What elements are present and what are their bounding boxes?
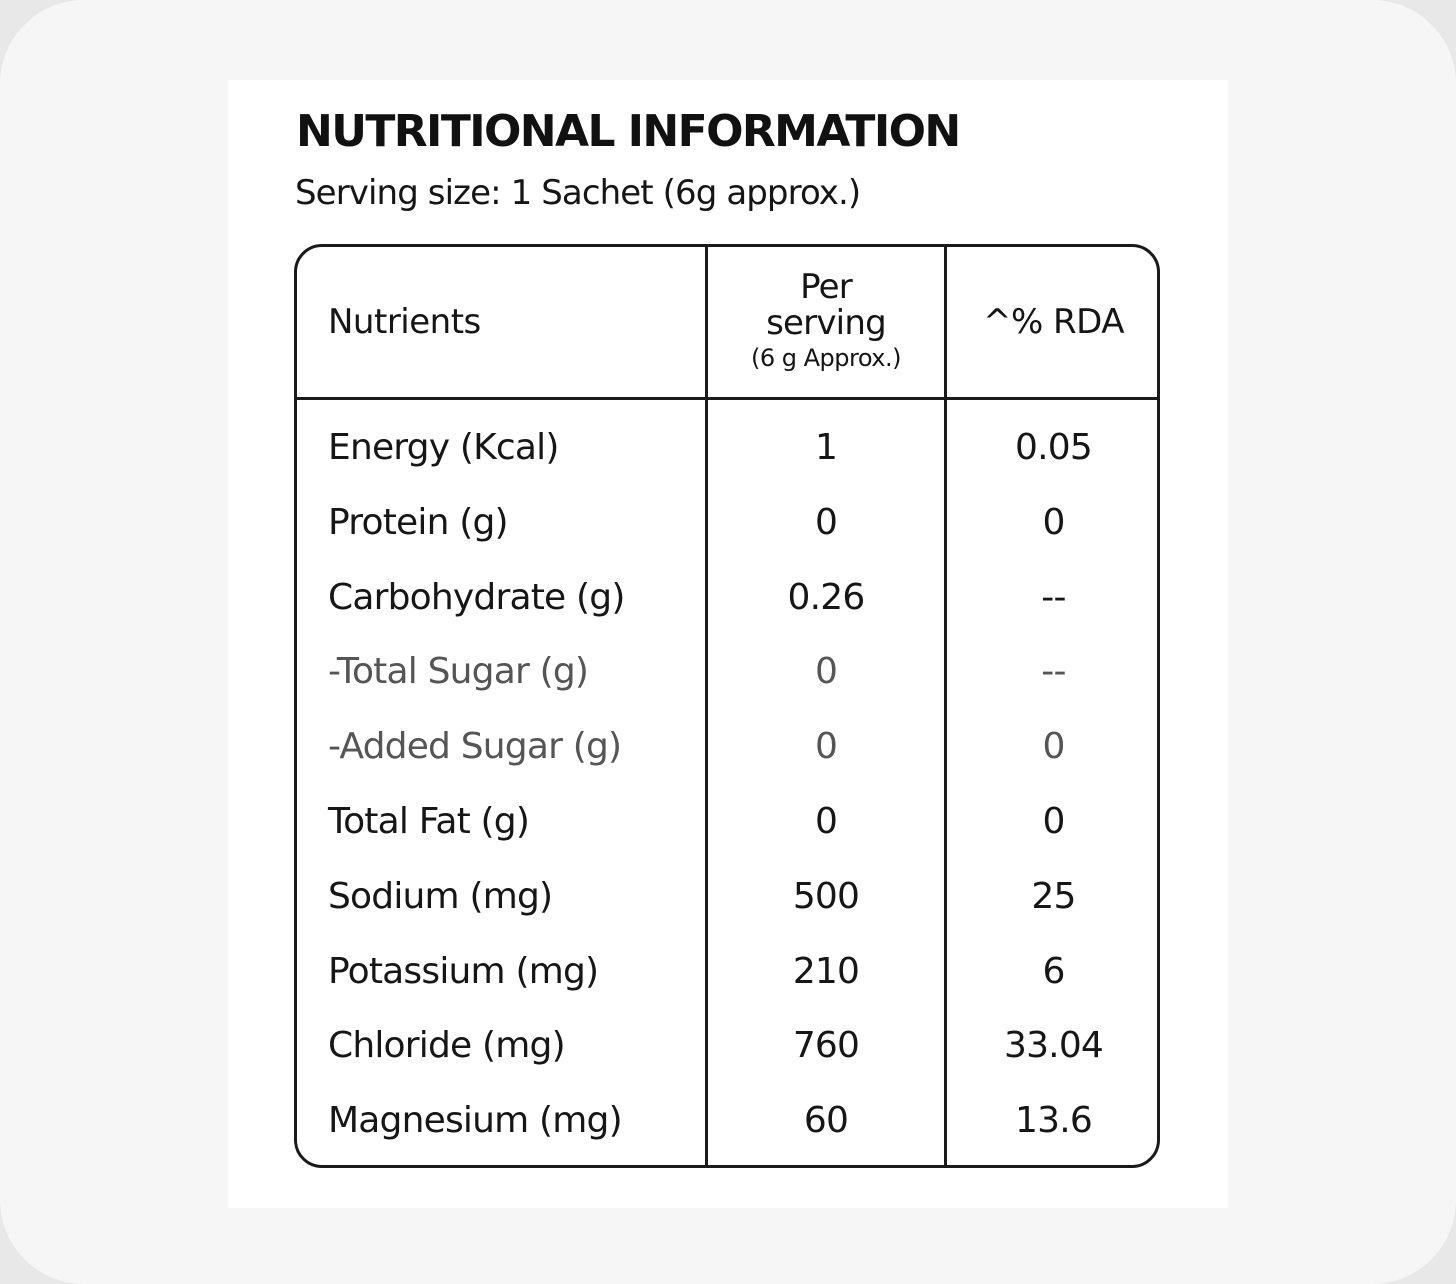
rda-value: 0.05 [1015,427,1093,468]
header-nutrients: Nutrients [328,302,481,342]
table-row: Potassium (mg) 210 6 [297,935,1157,1010]
rda-value: 0 [1042,501,1065,543]
per-serving-value: 0 [814,726,838,768]
table-row: Chloride (mg) 760 33.04 [297,1009,1157,1084]
table-row: Total Fat (g) 0 0 [297,785,1157,860]
column-divider [705,247,708,1165]
nutrient-name: Potassium (mg) [328,950,599,992]
nutrient-name: -Added Sugar (g) [328,726,622,768]
rda-value: 0 [1042,726,1065,768]
table-row: Carbohydrate (g) 0.26 -- [297,561,1157,636]
label-title: NUTRITIONAL INFORMATION [296,106,961,157]
nutrient-name: -Total Sugar (g) [328,651,589,693]
per-serving-value: 0 [814,651,838,693]
table-body: Energy (Kcal) 1 0.05 Protein (g) 0 0 Car… [297,411,1157,1159]
rda-value: 6 [1042,950,1065,992]
nutrient-name: Magnesium (mg) [328,1100,623,1142]
rda-value: -- [1041,651,1066,693]
nutrient-name: Protein (g) [328,501,509,543]
table-row: Sodium (mg) 500 25 [297,860,1157,935]
rda-value: -- [1041,576,1066,618]
rda-value: 0 [1042,800,1065,842]
header-per-line2: serving [766,303,887,343]
column-divider [944,247,947,1165]
header-rda: ^% RDA [982,302,1125,342]
header-per-line1: Per [800,267,853,307]
nutrient-name: Total Fat (g) [328,800,530,842]
per-serving-value: 500 [792,875,860,917]
nutrient-name: Carbohydrate (g) [328,576,625,618]
header-per-serving: Per serving (6 g Approx.) [708,247,944,397]
rda-value: 33.04 [1003,1025,1104,1067]
nutrition-label: NUTRITIONAL INFORMATION Serving size: 1 … [228,80,1228,1208]
table-row: Protein (g) 0 0 [297,486,1157,561]
table-row: Energy (Kcal) 1 0.05 [297,411,1157,486]
nutrient-name: Chloride (mg) [328,1025,566,1067]
per-serving-value: 0 [814,501,838,543]
per-serving-value: 1 [814,427,838,468]
per-serving-value: 0 [814,800,838,842]
per-serving-value: 0.26 [787,576,866,618]
per-serving-value: 760 [792,1025,860,1067]
per-serving-value: 60 [803,1100,849,1142]
nutrient-name: Sodium (mg) [328,875,553,917]
nutrient-name: Energy (Kcal) [328,427,559,468]
table-row: -Total Sugar (g) 0 -- [297,635,1157,710]
header-divider [297,397,1157,400]
serving-size: Serving size: 1 Sachet (6g approx.) [295,173,861,213]
table-row: -Added Sugar (g) 0 0 [297,710,1157,785]
rda-value: 25 [1031,875,1076,917]
nutrition-table: Nutrients Per serving (6 g Approx.) ^% R… [294,244,1160,1168]
table-row: Magnesium (mg) 60 13.6 [297,1084,1157,1159]
rda-value: 13.6 [1015,1100,1093,1142]
per-serving-value: 210 [792,950,860,992]
header-per-note: (6 g Approx.) [751,344,902,372]
